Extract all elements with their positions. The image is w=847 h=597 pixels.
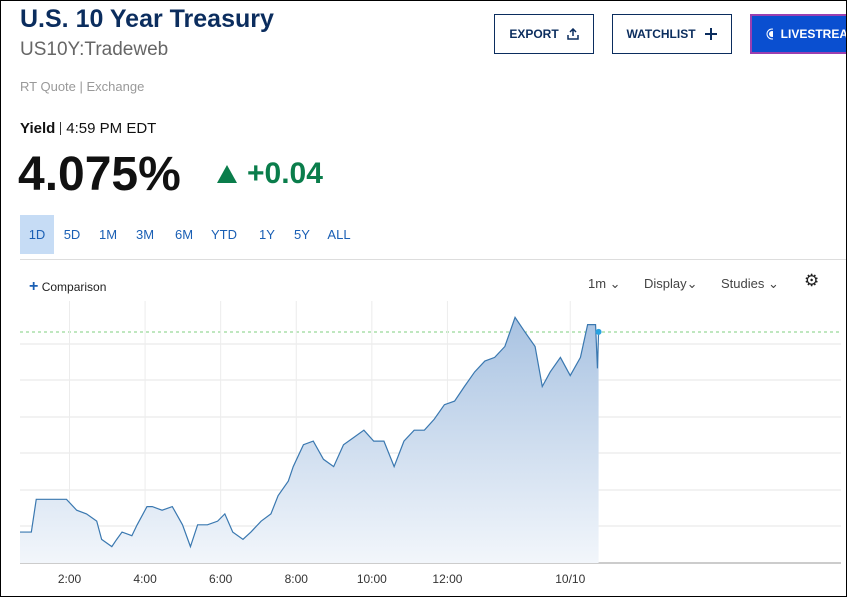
livestream-button[interactable]: LIVESTREAM [750,14,846,54]
button-label: WATCHLIST [626,27,696,41]
button-label: LIVESTREAM [780,27,846,41]
range-tab[interactable]: 6M [174,227,194,242]
x-tick-label: 12:00 [432,572,462,586]
display[interactable]: Display⌄ [644,276,698,291]
comparison-label: Comparison [41,280,107,294]
studies-label: Studies [721,276,765,291]
x-tick-label: 4:00 [133,572,157,586]
studies[interactable]: Studies ⌄ [721,276,779,291]
area [20,317,599,563]
range-tab[interactable]: 5D [63,227,81,242]
range-tab[interactable]: YTD [211,227,237,242]
display-label: Display [644,276,687,291]
line [20,316,600,549]
last-price: 4.075% [18,148,181,201]
quote-meta: Yield 4:59 PM EDT [20,120,156,137]
x-tick-label: 6:00 [209,572,233,586]
range-tab[interactable]: 1D [20,215,54,254]
x-tick-label: 2:00 [58,572,82,586]
source: RT Quote | Exchange [20,79,145,94]
range-tab[interactable]: 3M [135,227,155,242]
last-point [595,328,602,335]
quote-time: 4:59 PM EDT [66,120,157,137]
range-tab[interactable]: 1M [98,227,118,242]
quote-label: Yield [20,120,56,137]
settings[interactable]: ⚙ [804,271,820,290]
interval[interactable]: 1m ⌄ [588,276,621,291]
range-tab[interactable]: 1Y [259,227,275,242]
range-tab[interactable]: 5Y [294,227,310,242]
separator [60,122,62,135]
icon [566,28,579,40]
watchlist-button[interactable]: WATCHLIST [612,14,732,54]
x-tick-label: 8:00 [285,572,309,586]
symbol: US10Y:Tradeweb [20,39,169,60]
divider [20,259,846,260]
change: +0.04 [247,157,323,190]
comparison[interactable]: + Comparison [29,278,107,295]
button-label: EXPORT [509,27,559,41]
x-tick-label: 10:00 [357,572,387,586]
icon [766,28,773,40]
icon [704,28,717,40]
range-tab[interactable]: ALL [327,227,351,242]
x-tick-label: 10/10 [555,572,585,586]
interval-label: 1m [588,276,607,291]
up-arrow [217,165,237,183]
export-button[interactable]: EXPORT [494,14,594,54]
title: U.S. 10 Year Treasury [20,5,274,33]
